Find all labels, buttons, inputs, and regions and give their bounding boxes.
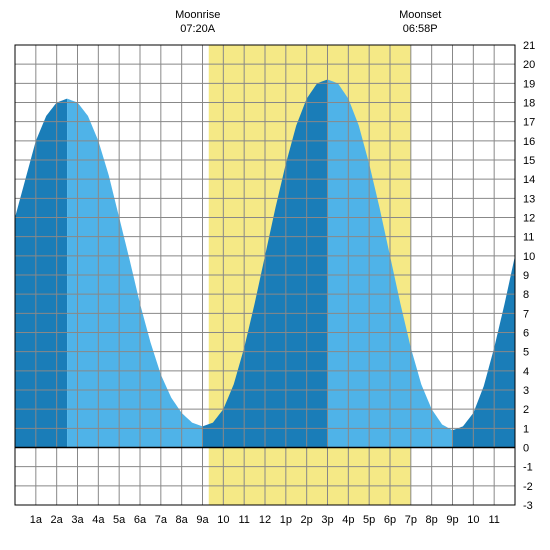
y-tick-label: 10 bbox=[523, 251, 535, 263]
y-tick-label: 8 bbox=[523, 289, 529, 301]
y-tick-label: 7 bbox=[523, 308, 529, 320]
y-tick-label: 5 bbox=[523, 347, 529, 359]
x-tick-label: 4p bbox=[342, 514, 354, 526]
y-tick-label: 19 bbox=[523, 78, 535, 90]
x-tick-label: 9a bbox=[196, 514, 209, 526]
x-tick-label: 5a bbox=[113, 514, 126, 526]
y-tick-label: 16 bbox=[523, 136, 535, 148]
y-tick-label: 13 bbox=[523, 193, 535, 205]
x-tick-label: 3p bbox=[321, 514, 333, 526]
x-tick-label: 7a bbox=[155, 514, 168, 526]
tide-segment bbox=[67, 99, 202, 448]
moonrise-label: Moonrise bbox=[175, 9, 220, 21]
y-tick-label: 2 bbox=[523, 404, 529, 416]
x-tick-label: 4a bbox=[92, 514, 105, 526]
x-tick-label: 12 bbox=[259, 514, 271, 526]
x-tick-label: 9p bbox=[446, 514, 458, 526]
y-tick-label: 18 bbox=[523, 98, 535, 110]
x-tick-label: 10 bbox=[217, 514, 229, 526]
y-tick-label: 3 bbox=[523, 385, 529, 397]
x-tick-label: 6p bbox=[384, 514, 396, 526]
y-tick-label: 21 bbox=[523, 40, 535, 52]
tide-segment bbox=[15, 99, 67, 448]
x-tick-label: 2p bbox=[301, 514, 313, 526]
y-tick-label: -2 bbox=[523, 481, 533, 493]
x-tick-label: 6a bbox=[134, 514, 147, 526]
x-tick-label: 11 bbox=[488, 514, 499, 526]
y-tick-label: 17 bbox=[523, 117, 535, 129]
y-tick-label: 0 bbox=[523, 443, 529, 455]
moonrise-time: 07:20A bbox=[180, 23, 216, 35]
y-tick-label: 9 bbox=[523, 270, 529, 282]
x-tick-label: 10 bbox=[467, 514, 479, 526]
x-tick-label: 8a bbox=[176, 514, 189, 526]
chart-svg: 1a2a3a4a5a6a7a8a9a1011121p2p3p4p5p6p7p8p… bbox=[0, 0, 550, 550]
x-tick-label: 1a bbox=[30, 514, 43, 526]
moonset-label: Moonset bbox=[399, 9, 441, 21]
x-tick-label: 5p bbox=[363, 514, 375, 526]
moonset-time: 06:58P bbox=[403, 23, 438, 35]
y-tick-label: 20 bbox=[523, 59, 535, 71]
y-tick-label: 15 bbox=[523, 155, 535, 167]
y-tick-label: 4 bbox=[523, 366, 529, 378]
y-tick-label: -3 bbox=[523, 500, 533, 512]
x-tick-label: 2a bbox=[51, 514, 64, 526]
x-tick-label: 3a bbox=[71, 514, 84, 526]
tide-chart: 1a2a3a4a5a6a7a8a9a1011121p2p3p4p5p6p7p8p… bbox=[0, 0, 550, 550]
x-tick-label: 1p bbox=[280, 514, 292, 526]
y-tick-label: 11 bbox=[523, 232, 534, 244]
y-tick-label: 12 bbox=[523, 213, 535, 225]
y-tick-label: 14 bbox=[523, 174, 535, 186]
y-tick-label: 6 bbox=[523, 328, 529, 340]
x-tick-label: 8p bbox=[426, 514, 438, 526]
y-tick-label: 1 bbox=[523, 423, 529, 435]
x-tick-label: 11 bbox=[238, 514, 249, 526]
y-tick-label: -1 bbox=[523, 462, 533, 474]
x-tick-label: 7p bbox=[405, 514, 417, 526]
